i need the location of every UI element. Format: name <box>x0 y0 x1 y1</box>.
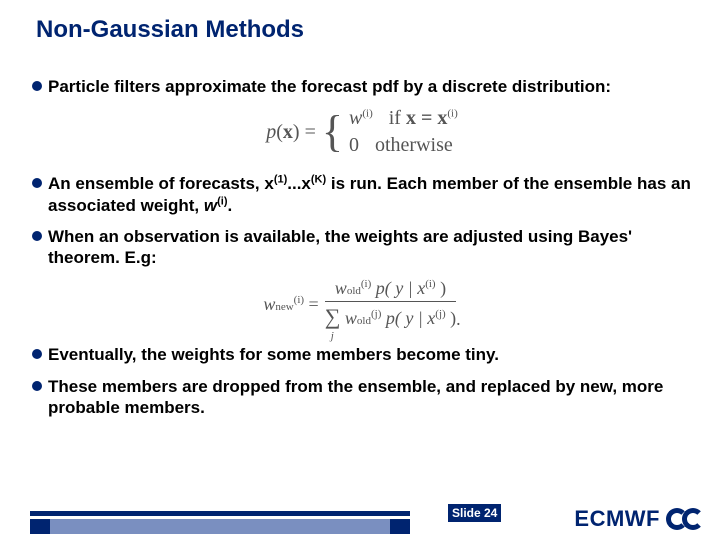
equation-1: p(x) = { w(i) if x = x(i) 0 otherwise <box>32 107 692 157</box>
ecmwf-logo-icon <box>666 507 706 531</box>
brand: ECMWF <box>574 506 706 532</box>
bullet-dot-icon <box>32 381 42 391</box>
bullet-dot-icon <box>32 81 42 91</box>
bullet-dot-icon <box>32 231 42 241</box>
footer: Slide 24 ECMWF <box>0 502 720 540</box>
eq1-w: w <box>349 107 362 129</box>
bullet-4: Eventually, the weights for some members… <box>32 344 692 365</box>
bullet-2-text: An ensemble of forecasts, x(1)...x(K) is… <box>48 173 692 216</box>
bullet-2: An ensemble of forecasts, x(1)...x(K) is… <box>32 173 692 216</box>
fraction-line <box>325 301 456 302</box>
bullet-5: These members are dropped from the ensem… <box>32 376 692 419</box>
footer-bar-overlay <box>50 519 390 534</box>
footer-bar-thin <box>30 511 410 516</box>
denominator: ∑j wold(j) p( y | x(j) ) <box>325 304 456 330</box>
slide-title: Non-Gaussian Methods <box>36 16 304 44</box>
brand-text: ECMWF <box>574 506 660 532</box>
eq1-cases: w(i) if x = x(i) 0 otherwise <box>349 107 458 157</box>
bullet-1: Particle filters approximate the forecas… <box>32 76 692 97</box>
slide-number: Slide 24 <box>448 504 501 522</box>
eq1-xi: (i) <box>447 108 457 120</box>
bullet-4-text: Eventually, the weights for some members… <box>48 344 499 365</box>
eq1-x: x <box>283 121 293 143</box>
bullet-5-text: These members are dropped from the ensem… <box>48 376 692 419</box>
eq1-xeq: x = x <box>406 107 447 129</box>
fraction: wold(i) p( y | x(i) ) ∑j wold(j) p( y | … <box>325 278 456 330</box>
bullet-dot-icon <box>32 349 42 359</box>
numerator: wold(i) p( y | x(i) ) <box>335 278 446 299</box>
bullet-dot-icon <box>32 178 42 188</box>
bullet-3: When an observation is available, the we… <box>32 226 692 269</box>
equation-2: wnew(i) = wold(i) p( y | x(i) ) ∑j wold(… <box>32 278 692 330</box>
eq1-wi: (i) <box>362 108 372 120</box>
eq1-p: p <box>266 121 276 143</box>
eq1-zero: 0 <box>349 134 359 157</box>
content-area: Particle filters approximate the forecas… <box>32 76 692 428</box>
eq1-if: if <box>389 107 406 129</box>
bullet-3-text: When an observation is available, the we… <box>48 226 692 269</box>
eq1-otherwise: otherwise <box>375 134 453 157</box>
bullet-1-text: Particle filters approximate the forecas… <box>48 76 611 97</box>
brace-icon: { <box>322 110 343 154</box>
